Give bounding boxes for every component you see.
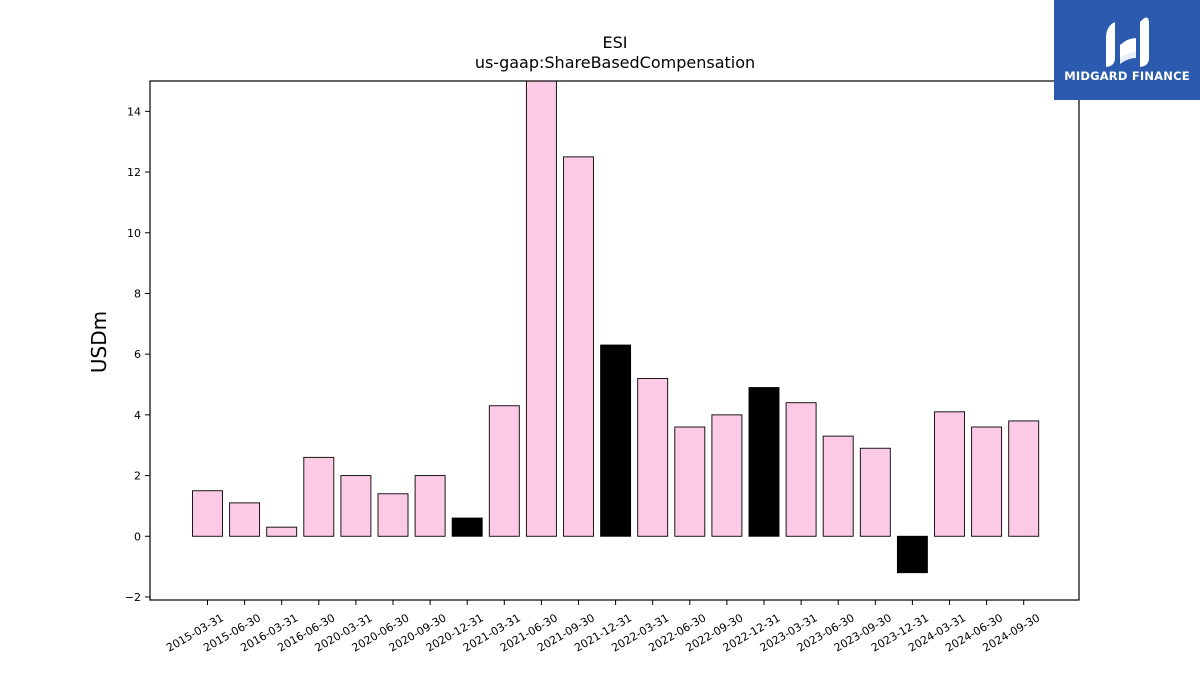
- y-tick-label: 0: [134, 530, 141, 543]
- midgard-finance-logo: MIDGARD FINANCE: [1054, 0, 1200, 100]
- bar: [340, 475, 372, 537]
- logo-text: MIDGARD FINANCE: [1064, 69, 1190, 83]
- bar: [563, 156, 594, 537]
- y-tick-label: 12: [127, 166, 141, 179]
- x-axis: 2015-03-312015-06-302016-03-312016-06-30…: [164, 600, 1042, 655]
- bars-group: [192, 80, 1040, 574]
- y-tick-label: 8: [134, 287, 141, 300]
- bar: [748, 387, 780, 537]
- y-axis: −2 0 2 4 6 8 10 12 14: [125, 105, 150, 604]
- y-tick-label: 10: [127, 227, 141, 240]
- chart-subtitle: us-gaap:ShareBasedCompensation: [475, 53, 755, 72]
- plot-frame: [149, 80, 1080, 601]
- bar: [785, 402, 817, 537]
- bar: [600, 344, 632, 537]
- y-tick-label: 14: [127, 105, 141, 118]
- bar: [303, 456, 335, 537]
- y-tick-label: −2: [125, 591, 141, 604]
- bar: [1008, 420, 1040, 537]
- bar: [711, 414, 743, 537]
- bar: [859, 447, 891, 537]
- bar: [414, 475, 446, 537]
- chart-title: ESI: [603, 33, 628, 52]
- bar: [488, 405, 520, 537]
- y-tick-label: 4: [134, 409, 141, 422]
- bar: [896, 535, 928, 574]
- bar: [229, 502, 261, 537]
- bar: [637, 377, 669, 537]
- bar: [934, 411, 965, 537]
- bar: [971, 426, 1003, 537]
- bar: [451, 517, 483, 537]
- y-tick-label: 2: [134, 470, 141, 483]
- y-tick-label: 6: [134, 348, 141, 361]
- bar: [822, 435, 854, 537]
- bar: [192, 490, 223, 537]
- bar: [266, 526, 298, 537]
- bar: [377, 493, 409, 537]
- midgard-logo-icon: [1054, 0, 1200, 100]
- bar: [674, 426, 706, 537]
- y-axis-label: USDm: [87, 311, 111, 373]
- bar: [525, 80, 557, 537]
